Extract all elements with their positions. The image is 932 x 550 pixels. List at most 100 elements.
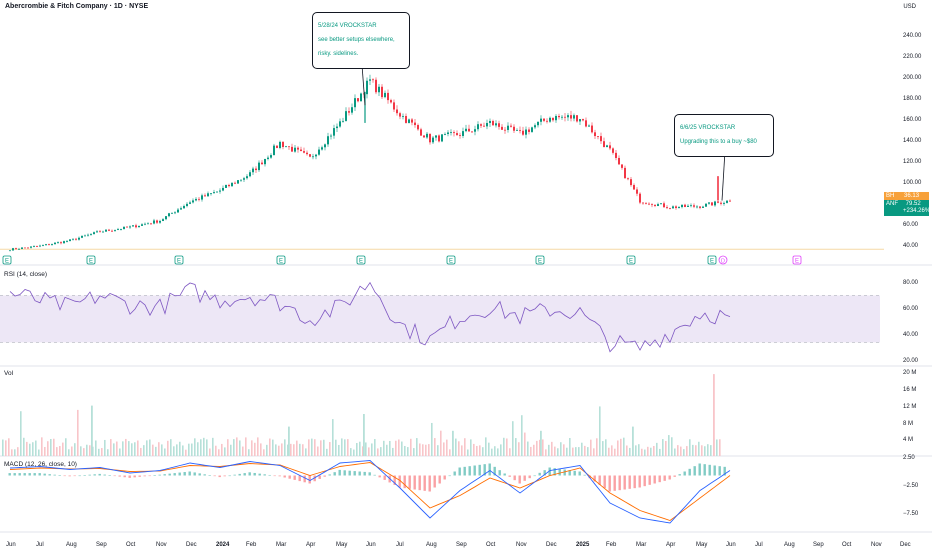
candle-body	[693, 205, 695, 207]
candle-body	[681, 204, 683, 208]
macd-histogram-bar	[373, 474, 376, 476]
macd-pane-title[interactable]: MACD (12, 26, close, 10)	[4, 461, 77, 468]
candle-body	[492, 120, 494, 126]
volume-bar	[335, 439, 337, 456]
earnings-marker[interactable]	[276, 255, 286, 265]
candle-body	[675, 206, 677, 209]
volume-bar	[323, 439, 325, 456]
candle-body	[669, 208, 671, 209]
volume-bar	[467, 449, 469, 456]
earnings-marker[interactable]	[86, 255, 96, 265]
earnings-marker[interactable]	[707, 255, 717, 265]
earnings-marker[interactable]	[174, 255, 184, 265]
candle-body	[93, 232, 95, 235]
macd-histogram-bar	[178, 472, 181, 476]
earnings-marker[interactable]	[356, 255, 366, 265]
volume-bar	[458, 441, 460, 456]
candle-body	[513, 126, 515, 131]
candle-body	[591, 125, 593, 133]
price-axis-tick: 40.00	[903, 243, 919, 249]
volume-bar	[80, 446, 82, 456]
macd-histogram-bar	[683, 471, 686, 476]
macd-histogram-bar	[653, 475, 656, 484]
volume-bar	[59, 446, 61, 456]
volume-bar	[125, 438, 127, 456]
volume-bar	[422, 444, 424, 456]
candle-body	[552, 117, 554, 121]
earnings-marker-label: E	[89, 259, 93, 265]
volume-bar	[500, 444, 502, 456]
earnings-marker[interactable]	[792, 255, 802, 265]
volume-bar	[308, 439, 310, 456]
currency-label[interactable]: USD	[903, 4, 916, 10]
earnings-marker-label: E	[5, 259, 9, 265]
volume-bar	[620, 438, 622, 456]
candle-body	[639, 193, 641, 203]
candle-body	[183, 205, 185, 209]
volume-bar	[365, 442, 367, 456]
volume-bar	[326, 448, 328, 456]
candle-body	[624, 167, 626, 179]
volume-bar	[608, 447, 610, 456]
candle-body	[321, 147, 323, 150]
rsi-pane-title[interactable]: RSI (14, close)	[4, 271, 47, 278]
candle-body	[711, 202, 713, 206]
change-percent: +234.26%	[903, 208, 931, 214]
volume-bar	[587, 447, 589, 456]
macd-histogram-bar	[573, 470, 576, 476]
candle-body	[396, 109, 398, 114]
macd-histogram-bar	[648, 475, 651, 485]
earnings-marker[interactable]	[446, 255, 456, 265]
candle-body	[150, 223, 152, 225]
candle-body	[120, 229, 122, 230]
candle-body	[126, 226, 128, 228]
candle-body	[189, 202, 191, 204]
annotation-note[interactable]: 5/28/24 VROCKSTAR see better setups else…	[312, 12, 410, 69]
candle-body	[531, 127, 533, 132]
volume-bar	[77, 409, 79, 456]
volume-bar	[437, 445, 439, 456]
candle-body	[429, 133, 431, 143]
macd-histogram-bar	[528, 475, 531, 479]
volume-bar	[485, 437, 487, 456]
candle-body	[714, 201, 716, 206]
dividend-marker[interactable]	[718, 255, 728, 265]
candle-body	[339, 121, 341, 127]
candle-body	[558, 115, 560, 118]
volume-bar	[719, 439, 721, 456]
volume-bar	[452, 430, 454, 456]
earnings-marker[interactable]	[2, 255, 12, 265]
candle-body	[420, 129, 422, 136]
candle-body	[12, 248, 14, 251]
candle-body	[366, 80, 368, 95]
candle-body	[345, 111, 347, 121]
annotation-note[interactable]: 6/6/25 VROCKSTAR Upgrading this to a buy…	[674, 114, 774, 157]
earnings-marker[interactable]	[626, 255, 636, 265]
candle-body	[561, 116, 563, 118]
macd-histogram-bar	[693, 466, 696, 476]
macd-histogram-bar	[268, 474, 271, 476]
candle-body	[192, 200, 194, 203]
earnings-marker[interactable]	[535, 255, 545, 265]
macd-histogram-bar	[518, 475, 521, 484]
volume-bar	[98, 448, 100, 456]
volume-bar	[464, 438, 466, 456]
time-axis-tick: Oct	[842, 542, 852, 548]
reference-price-tag: BH 36.13	[884, 192, 929, 200]
candle-body	[351, 107, 353, 113]
volume-bar	[398, 439, 400, 456]
volume-bar	[329, 442, 331, 456]
macd-histogram-bar	[143, 475, 146, 477]
macd-histogram-bar	[508, 475, 511, 477]
macd-histogram-bar	[423, 475, 426, 491]
volume-bar	[623, 437, 625, 456]
volume-pane-title[interactable]: Vol	[4, 370, 14, 377]
candle-body	[336, 126, 338, 129]
volume-bar	[17, 447, 19, 456]
candle-body	[390, 100, 392, 103]
candle-body	[504, 129, 506, 131]
volume-bar	[173, 446, 175, 456]
candle-body	[207, 193, 209, 197]
macd-histogram-bar	[598, 475, 601, 485]
